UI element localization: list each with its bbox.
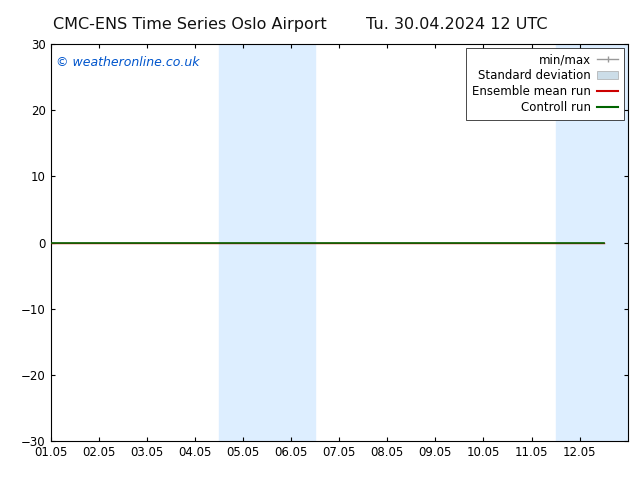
Legend: min/max, Standard deviation, Ensemble mean run, Controll run: min/max, Standard deviation, Ensemble me… xyxy=(466,48,624,121)
Text: CMC-ENS Time Series Oslo Airport: CMC-ENS Time Series Oslo Airport xyxy=(53,17,327,32)
Bar xyxy=(219,44,315,441)
Text: Tu. 30.04.2024 12 UTC: Tu. 30.04.2024 12 UTC xyxy=(366,17,547,32)
Bar xyxy=(555,44,628,441)
Text: © weatheronline.co.uk: © weatheronline.co.uk xyxy=(56,56,200,69)
